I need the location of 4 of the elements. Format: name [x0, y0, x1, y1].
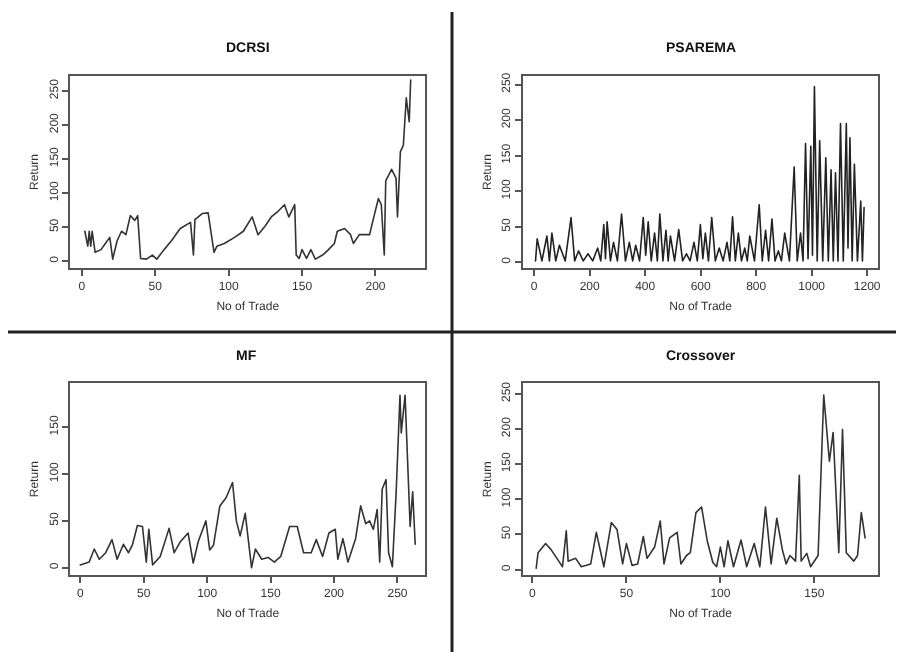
line-series [79, 394, 417, 569]
line-series [534, 85, 865, 262]
line-series [84, 79, 412, 260]
line-series [535, 394, 866, 569]
